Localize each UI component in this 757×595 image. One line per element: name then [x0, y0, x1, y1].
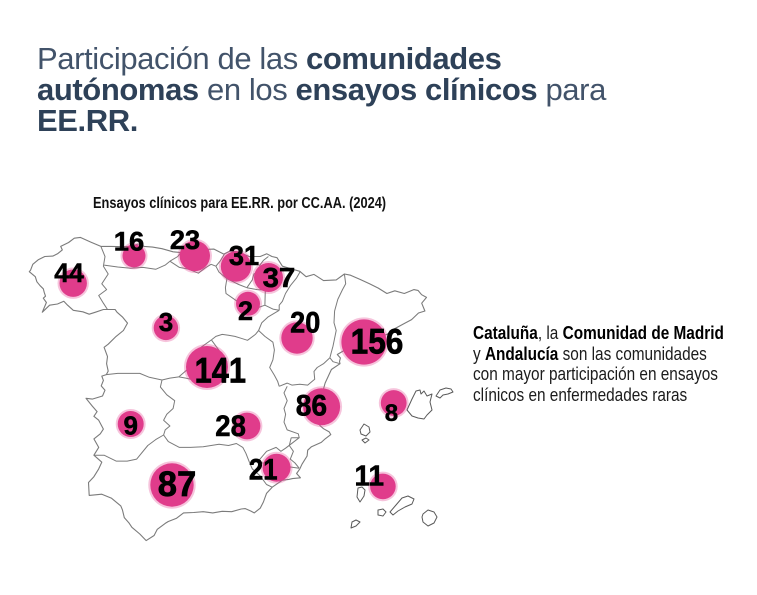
svg-text:8: 8	[385, 400, 398, 427]
svg-text:28: 28	[215, 410, 246, 443]
svg-text:21: 21	[249, 454, 278, 487]
svg-text:86: 86	[296, 390, 327, 423]
svg-text:23: 23	[170, 225, 200, 255]
svg-text:16: 16	[114, 226, 144, 256]
svg-text:44: 44	[54, 258, 84, 288]
svg-text:37: 37	[263, 262, 296, 293]
svg-text:3: 3	[159, 307, 173, 337]
svg-text:9: 9	[123, 411, 137, 441]
svg-text:20: 20	[290, 307, 320, 340]
svg-text:87: 87	[158, 465, 197, 504]
svg-text:156: 156	[351, 323, 404, 362]
svg-text:31: 31	[229, 240, 259, 271]
svg-text:141: 141	[195, 351, 246, 390]
svg-text:2: 2	[238, 296, 253, 326]
svg-text:11: 11	[355, 461, 385, 493]
